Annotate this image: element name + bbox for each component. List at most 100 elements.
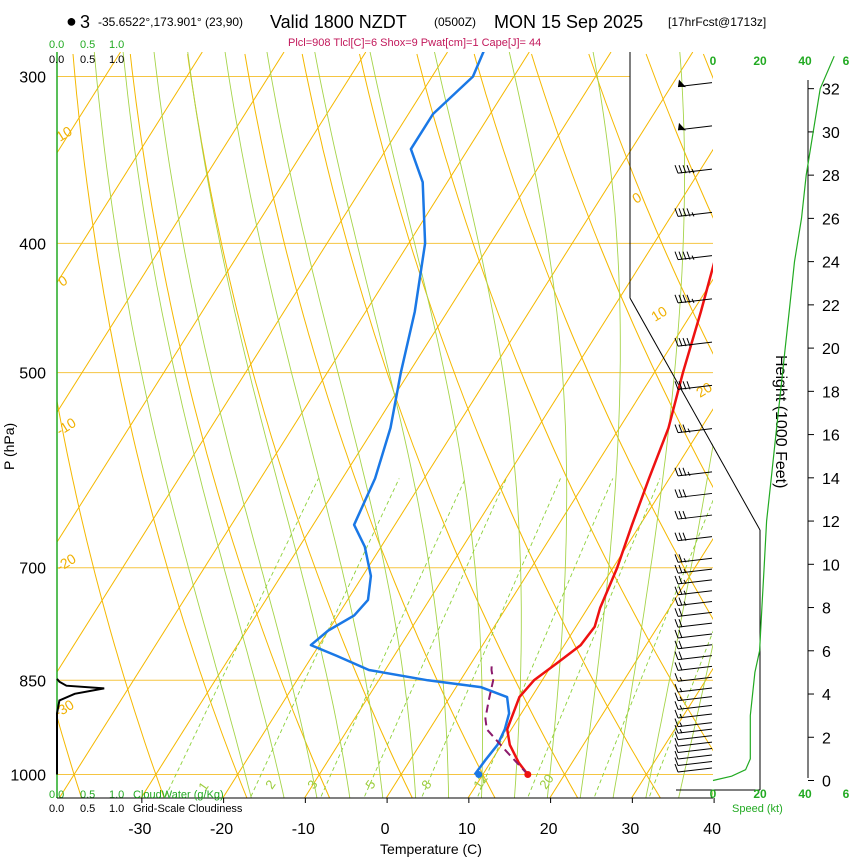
mixing-ratio-line [319,478,466,798]
stability-indices: Plcl=908 Tlcl[C]=6 Shox=9 Pwat[cm]=1 Cap… [288,37,541,49]
wind-barb-shaft [677,557,713,563]
height-tick-label: 28 [822,168,840,185]
wind-barb-full [674,673,679,682]
wind-barb-full [678,554,683,563]
mixing-ratio-lines: 1 2 3 5 8 12 20 [164,478,713,798]
profile-parcel [484,662,529,776]
wind-barb [674,554,713,563]
wind-barb-full [682,424,687,433]
wind-barb-shaft [677,471,713,477]
wind-barb-full [678,164,683,174]
isotherm-line [58,52,530,798]
wind-barb [674,683,713,693]
moist-adiabat [434,52,522,798]
wind-barb-full [674,608,679,617]
moist-adiabat [314,52,450,798]
moist-adiabat [508,52,568,798]
wind-barb-full [674,597,679,606]
wind-barb [674,586,713,596]
wind-barb-shaft [677,492,713,498]
wind-barb-full [674,629,679,639]
height-tick-label: 30 [822,125,840,142]
wind-barb [674,208,713,217]
valid-time: Valid 1800 NZDT [270,12,407,32]
temperature-tick-label: -10 [292,821,315,838]
wind-barb-full [678,337,683,347]
surface-dewpoint-dot [475,771,483,778]
moist-adiabat [369,52,483,798]
wind-barb-full [674,683,679,693]
wind-barb-full [678,489,683,498]
wind-barb-half [679,696,683,701]
wind-barb [674,467,713,477]
wind-barb-full [686,294,691,304]
wind-barb-full [674,251,679,260]
wind-barb [674,608,713,617]
wind-barb-shaft [677,633,713,639]
wind-barb-full [682,337,687,347]
cloudiness-tick-bottom: 0.5 [80,803,95,815]
isobar-lines [57,76,713,775]
wind-barb-full [678,467,683,476]
isotherm-line [549,538,713,798]
wind-barb [674,763,713,773]
wind-barb-shaft [677,341,713,347]
temperature-tick-label: 30 [621,821,639,838]
wind-barb-shaft [677,754,713,760]
wind-barb [674,718,713,728]
mixing-ratio-label: 2 [262,777,278,792]
cloudiness-label: Grid-Scale Cloudiness [133,803,243,815]
wind-barb-half [679,728,683,734]
wind-barb-full [674,763,679,773]
height-tick-label: 2 [822,730,831,747]
wind-barb-full [674,744,679,753]
wind-barb-full [674,709,679,719]
wind-barb [677,122,713,131]
wind-barb-shaft [677,255,713,261]
wind-barb [674,651,713,661]
isotherm-line [57,52,367,544]
wind-barb-full [682,510,687,520]
wind-barb-full [674,208,679,217]
wind-barb-full [682,467,687,476]
wind-barb [674,337,713,347]
mixing-ratio-line [164,478,319,798]
wind-barb-half [691,298,695,304]
isotherm-line [57,52,448,673]
wind-barb-half [687,428,691,433]
wind-barb-shaft [677,722,713,728]
wind-barb-shaft [677,748,713,754]
wind-barb-full [682,208,687,217]
wind-barb-shaft [677,761,713,767]
wind-barb-shaft [677,536,713,542]
pressure-tick-label: 400 [19,236,46,253]
wind-barb [674,724,713,734]
height-scale-diagonal [629,297,761,531]
pressure-tick-label: 300 [19,70,46,87]
wind-barb-full [674,575,679,585]
mixing-ratio-label: 3 [304,777,320,792]
speed-tick-top: 40 [798,54,812,68]
moist-adiabat [678,642,713,798]
wind-barb-full [674,640,679,649]
wind-barb-half [679,676,683,682]
wind-barb-full [682,532,687,541]
wind-barb [674,640,713,650]
cloudiness-line [56,678,105,775]
cloudiness-tick-bottom: 0.0 [49,803,64,815]
dry-adiabat [72,53,248,798]
wind-barb [674,597,713,607]
cloudwater-tick-bottom: 0.0 [49,789,64,801]
height-tick-label: 8 [822,601,831,618]
mixing-ratio-line [363,478,507,798]
speed-tick-bottom: 6 [843,787,850,801]
height-tick-label: 18 [822,384,840,401]
height-tick-label: 26 [822,211,840,228]
wind-barb-full [678,208,683,217]
wind-barb-shaft [677,665,713,671]
wind-barb-half [683,601,687,606]
